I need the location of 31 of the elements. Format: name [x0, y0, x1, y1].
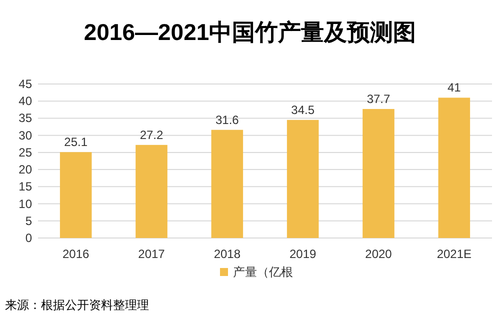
y-tick-label: 0 [25, 231, 32, 245]
y-tick-label: 15 [18, 180, 32, 194]
source-note: 来源：根据公开资料整理理 [5, 298, 149, 312]
legend-label: 产量（亿根 [233, 265, 293, 279]
bar [60, 152, 92, 238]
y-tick-label: 10 [18, 196, 32, 211]
x-tick-label: 2020 [365, 247, 392, 261]
y-tick-label: 45 [18, 77, 32, 91]
data-label: 27.2 [140, 128, 164, 142]
data-label: 34.5 [291, 102, 315, 117]
x-tick-label: 2019 [289, 247, 317, 261]
data-label: 31.6 [215, 112, 240, 127]
bar [211, 130, 244, 238]
bar [136, 144, 168, 238]
bar [286, 120, 319, 238]
data-label: 25.1 [64, 135, 88, 150]
bar [362, 108, 394, 238]
bar [438, 98, 470, 238]
x-tick-label: 2016 [62, 247, 90, 261]
y-tick-label: 30 [18, 128, 32, 142]
x-tick-label: 2017 [138, 247, 166, 261]
x-tick-label: 2021E [436, 247, 472, 261]
x-tick-label: 2018 [214, 247, 241, 261]
data-label: 41 [447, 80, 462, 95]
chart-title: 2016—2021中国竹产量及预测图 [84, 19, 416, 45]
y-tick-label: 40 [18, 94, 32, 108]
y-tick-label: 25 [18, 145, 32, 160]
y-tick-label: 35 [18, 111, 32, 126]
data-label: 37.7 [366, 92, 390, 106]
y-tick-label: 20 [18, 162, 32, 177]
y-tick-label: 5 [25, 214, 32, 228]
